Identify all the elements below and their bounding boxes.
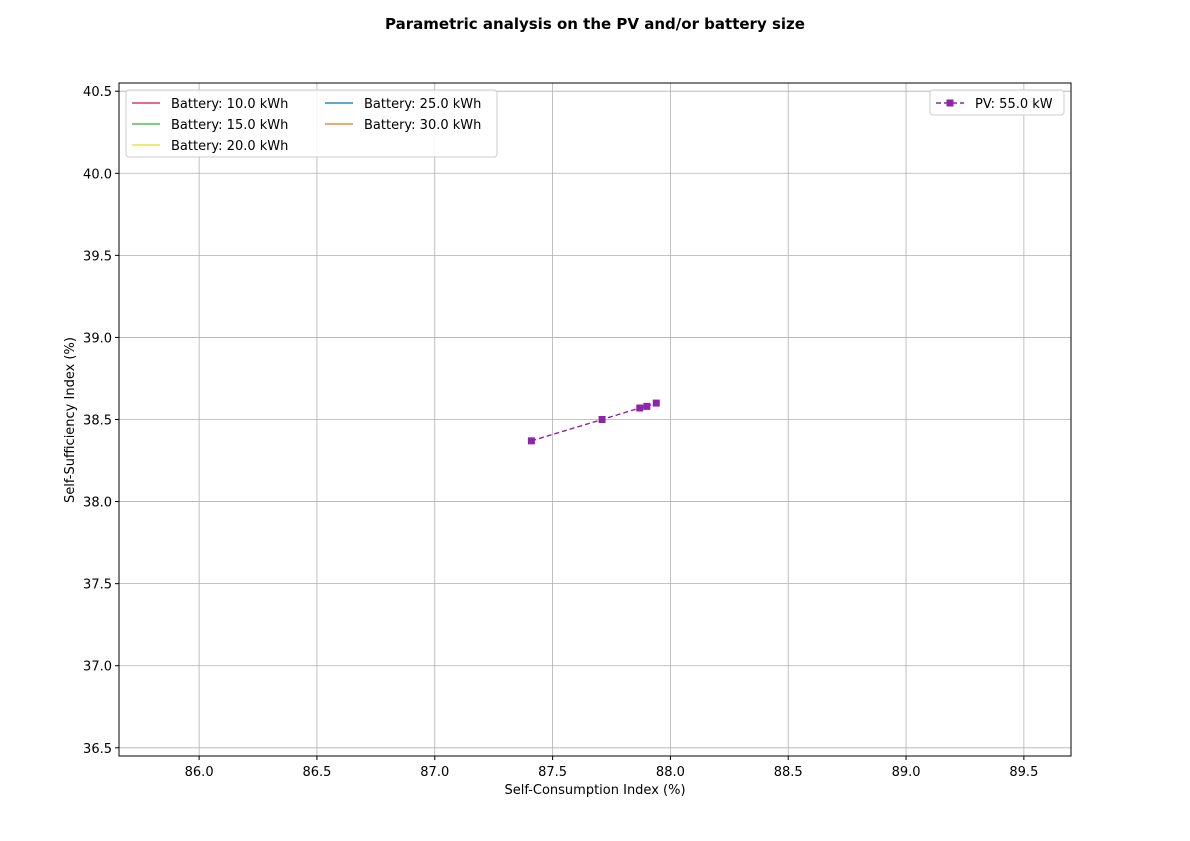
data-point: [652, 399, 660, 407]
x-tick-label: 87.0: [420, 765, 449, 780]
data-point: [527, 437, 535, 445]
y-tick-label: 39.5: [83, 249, 112, 264]
legend-box: [929, 89, 1065, 116]
legend-label: Battery: 30.0 kWh: [364, 118, 481, 133]
data-point: [636, 404, 644, 412]
y-tick-label: 40.5: [83, 85, 112, 100]
series-layer: [527, 399, 660, 445]
x-tick-label: 88.0: [656, 765, 685, 780]
data-point: [598, 416, 606, 423]
y-tick-label: 37.0: [83, 660, 112, 675]
x-tick-label: 86.5: [302, 765, 331, 780]
x-tick-label: 87.5: [538, 765, 567, 780]
legend-label: Battery: 15.0 kWh: [171, 118, 288, 133]
y-axis-label: Self-Sufficiency Index (%): [63, 337, 78, 503]
y-tick-label: 37.5: [83, 578, 112, 593]
grid: [119, 83, 1071, 756]
x-tick-label: 86.0: [185, 765, 214, 780]
x-tick-label: 89.0: [892, 765, 921, 780]
pv-legend: PV: 55.0 kW: [929, 89, 1065, 116]
legend-marker: [946, 99, 954, 107]
y-tick-label: 38.0: [83, 496, 112, 511]
y-axis-ticks: 36.5 37.0 37.5 38.0 38.5 39.0 39.5 40.0 40.5: [83, 85, 119, 757]
legend-box: [125, 89, 498, 158]
battery-legend: Battery: 10.0 kWh Battery: 15.0 kWh Batter…: [125, 89, 498, 158]
y-tick-label: 40.0: [83, 167, 112, 182]
legend-label: Battery: 25.0 kWh: [364, 97, 481, 112]
data-point: [643, 402, 651, 410]
x-tick-label: 89.5: [1009, 765, 1038, 780]
chart-title: Parametric analysis on the PV and/or bat…: [385, 15, 805, 33]
x-axis-label: Self-Consumption Index (%): [504, 783, 685, 798]
x-axis-ticks: 86.0 86.5 87.0 87.5 88.0 88.5 89.0 89.5: [185, 756, 1038, 780]
legend-label: Battery: 20.0 kWh: [171, 139, 288, 154]
y-tick-label: 39.0: [83, 331, 112, 346]
legend-label: PV: 55.0 kW: [975, 97, 1053, 112]
legend-label: Battery: 10.0 kWh: [171, 97, 288, 112]
y-tick-label: 36.5: [83, 742, 112, 757]
y-tick-label: 38.5: [83, 414, 112, 429]
x-tick-label: 88.5: [774, 765, 803, 780]
